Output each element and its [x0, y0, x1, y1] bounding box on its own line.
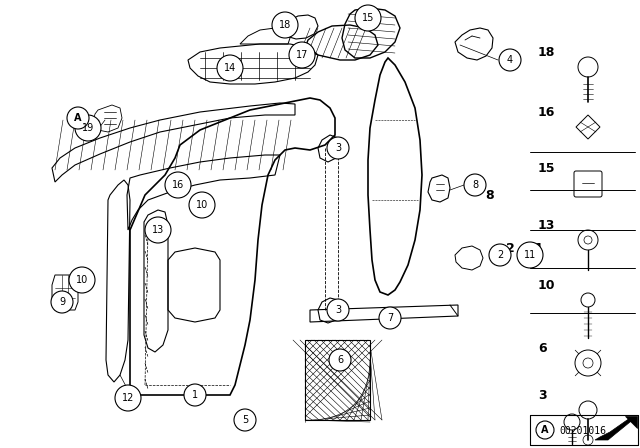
Circle shape	[189, 192, 215, 218]
Text: 3: 3	[538, 388, 547, 401]
Text: A: A	[74, 113, 82, 123]
Circle shape	[115, 385, 141, 411]
Text: 1: 1	[192, 390, 198, 400]
Text: 12: 12	[122, 393, 134, 403]
Circle shape	[67, 107, 89, 129]
Text: A: A	[541, 425, 548, 435]
Text: 10: 10	[196, 200, 208, 210]
Circle shape	[489, 244, 511, 266]
Circle shape	[75, 115, 101, 141]
Text: 2: 2	[497, 250, 503, 260]
Circle shape	[165, 172, 191, 198]
Text: 5: 5	[242, 415, 248, 425]
Text: 15: 15	[538, 161, 556, 175]
Text: 6: 6	[337, 355, 343, 365]
Text: 17: 17	[296, 50, 308, 60]
Circle shape	[464, 174, 486, 196]
Text: 11: 11	[524, 250, 536, 260]
Circle shape	[289, 42, 315, 68]
Text: 18: 18	[279, 20, 291, 30]
Circle shape	[499, 49, 521, 71]
Text: 7: 7	[387, 313, 393, 323]
Circle shape	[355, 5, 381, 31]
Circle shape	[272, 12, 298, 38]
Text: 00201016: 00201016	[559, 426, 607, 436]
Circle shape	[217, 55, 243, 81]
Circle shape	[379, 307, 401, 329]
Text: 9: 9	[84, 268, 92, 281]
Text: 8: 8	[486, 189, 494, 202]
Text: 16: 16	[172, 180, 184, 190]
Text: 8: 8	[472, 180, 478, 190]
Text: 3: 3	[335, 305, 341, 315]
Circle shape	[517, 242, 543, 268]
Text: 4: 4	[507, 55, 513, 65]
Text: 15: 15	[362, 13, 374, 23]
Text: 16: 16	[538, 105, 556, 119]
Circle shape	[69, 267, 95, 293]
Circle shape	[51, 291, 73, 313]
Circle shape	[536, 421, 554, 439]
Circle shape	[327, 137, 349, 159]
Text: 11: 11	[526, 241, 544, 254]
Text: 2: 2	[506, 241, 515, 254]
Circle shape	[145, 217, 171, 243]
Text: 19: 19	[82, 123, 94, 133]
Text: 10: 10	[538, 279, 556, 292]
Polygon shape	[625, 416, 637, 428]
Text: 13: 13	[538, 219, 556, 232]
Circle shape	[234, 409, 256, 431]
Circle shape	[327, 299, 349, 321]
Text: 10: 10	[76, 275, 88, 285]
Text: 18: 18	[538, 46, 556, 59]
Text: 13: 13	[152, 225, 164, 235]
Polygon shape	[595, 418, 636, 440]
Text: 9: 9	[59, 297, 65, 307]
Text: 6: 6	[538, 341, 547, 354]
Circle shape	[184, 384, 206, 406]
Text: 3: 3	[335, 143, 341, 153]
Text: 14: 14	[224, 63, 236, 73]
Circle shape	[329, 349, 351, 371]
